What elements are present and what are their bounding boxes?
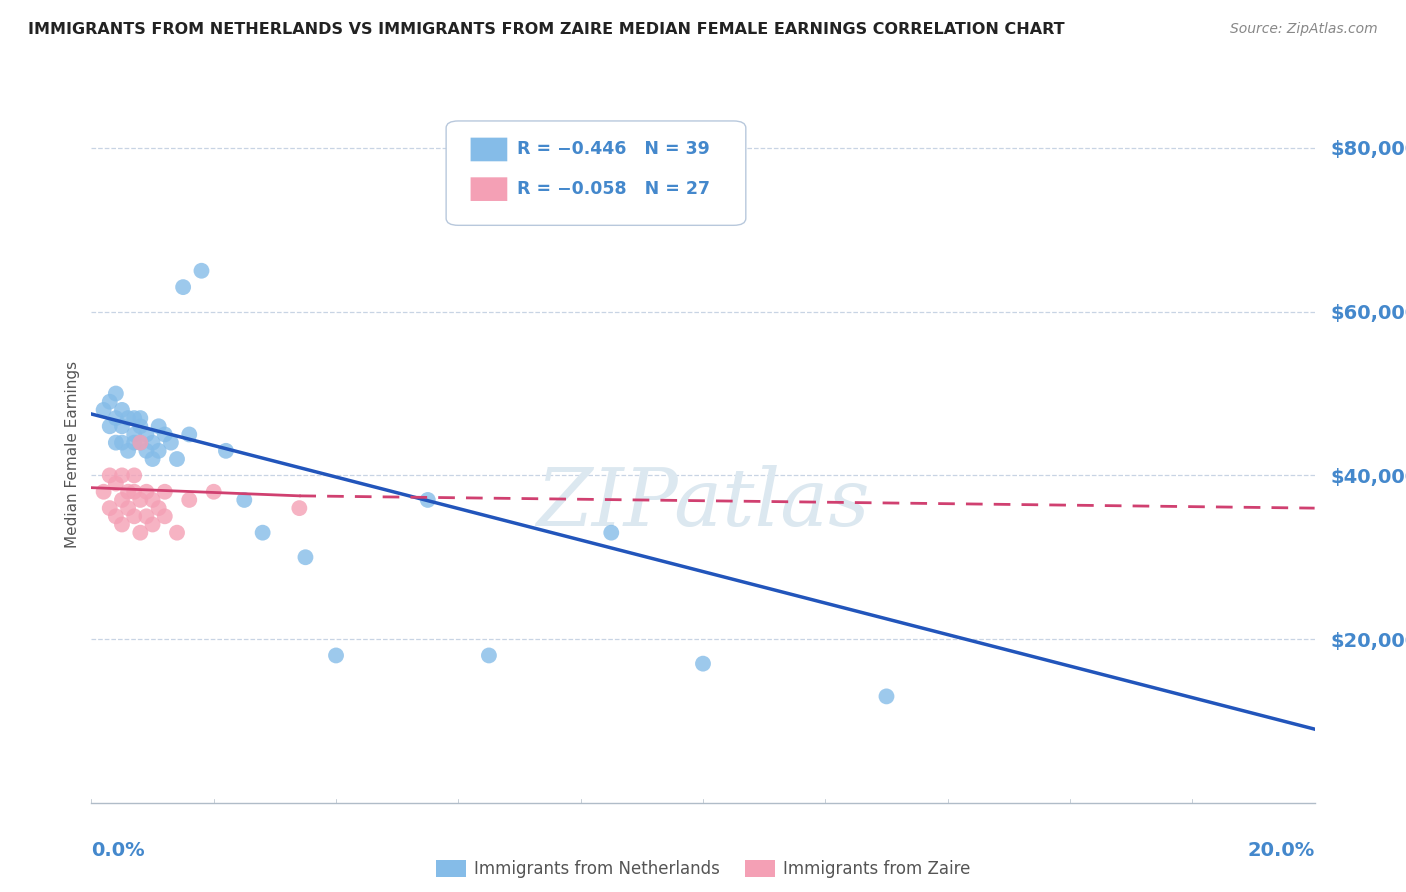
- Point: [153, 484, 176, 499]
- Point: [98, 501, 121, 516]
- Point: [202, 484, 225, 499]
- Point: [875, 690, 898, 704]
- Point: [117, 501, 139, 516]
- Point: [122, 427, 145, 442]
- Text: Source: ZipAtlas.com: Source: ZipAtlas.com: [1230, 22, 1378, 37]
- Point: [179, 492, 201, 507]
- Point: [122, 484, 145, 499]
- Legend: Immigrants from Netherlands, Immigrants from Zaire: Immigrants from Netherlands, Immigrants …: [429, 854, 977, 885]
- Point: [141, 452, 163, 467]
- Point: [111, 435, 134, 450]
- Point: [288, 501, 311, 516]
- Point: [122, 468, 145, 483]
- FancyBboxPatch shape: [471, 178, 508, 201]
- Point: [111, 517, 134, 532]
- Point: [416, 492, 439, 507]
- Point: [111, 419, 134, 434]
- Text: 0.0%: 0.0%: [91, 841, 145, 860]
- Point: [122, 435, 145, 450]
- Point: [104, 411, 127, 425]
- Y-axis label: Median Female Earnings: Median Female Earnings: [65, 361, 80, 549]
- Point: [135, 509, 157, 524]
- Point: [233, 492, 256, 507]
- Point: [111, 492, 134, 507]
- FancyBboxPatch shape: [471, 137, 508, 161]
- Point: [166, 452, 188, 467]
- Point: [93, 484, 115, 499]
- Text: R = −0.446   N = 39: R = −0.446 N = 39: [517, 140, 710, 158]
- Point: [172, 280, 194, 294]
- Point: [129, 525, 152, 540]
- Point: [93, 403, 115, 417]
- Point: [148, 443, 170, 458]
- Point: [166, 525, 188, 540]
- Point: [111, 468, 134, 483]
- Point: [129, 419, 152, 434]
- Text: R = −0.058   N = 27: R = −0.058 N = 27: [517, 180, 710, 198]
- Point: [98, 394, 121, 409]
- Text: IMMIGRANTS FROM NETHERLANDS VS IMMIGRANTS FROM ZAIRE MEDIAN FEMALE EARNINGS CORR: IMMIGRANTS FROM NETHERLANDS VS IMMIGRANT…: [28, 22, 1064, 37]
- Point: [104, 509, 127, 524]
- Point: [692, 657, 714, 671]
- Point: [294, 550, 316, 565]
- Point: [135, 443, 157, 458]
- Point: [104, 435, 127, 450]
- Point: [117, 443, 139, 458]
- Point: [141, 517, 163, 532]
- Point: [252, 525, 274, 540]
- Point: [111, 403, 134, 417]
- Point: [160, 435, 183, 450]
- Point: [135, 484, 157, 499]
- Point: [190, 264, 212, 278]
- Point: [122, 509, 145, 524]
- Point: [141, 492, 163, 507]
- Point: [153, 427, 176, 442]
- Point: [148, 501, 170, 516]
- Point: [104, 386, 127, 401]
- Point: [148, 419, 170, 434]
- Point: [98, 468, 121, 483]
- Point: [129, 411, 152, 425]
- Text: 20.0%: 20.0%: [1247, 841, 1315, 860]
- Point: [325, 648, 347, 663]
- Text: ZIPatlas: ZIPatlas: [536, 465, 870, 542]
- Point: [98, 419, 121, 434]
- Point: [117, 484, 139, 499]
- Point: [215, 443, 238, 458]
- Point: [600, 525, 623, 540]
- Point: [141, 435, 163, 450]
- Point: [129, 492, 152, 507]
- Point: [179, 427, 201, 442]
- Point: [117, 411, 139, 425]
- Point: [129, 435, 152, 450]
- Point: [478, 648, 501, 663]
- Point: [129, 435, 152, 450]
- Point: [122, 411, 145, 425]
- Point: [104, 476, 127, 491]
- FancyBboxPatch shape: [446, 121, 745, 226]
- Point: [153, 509, 176, 524]
- Point: [135, 427, 157, 442]
